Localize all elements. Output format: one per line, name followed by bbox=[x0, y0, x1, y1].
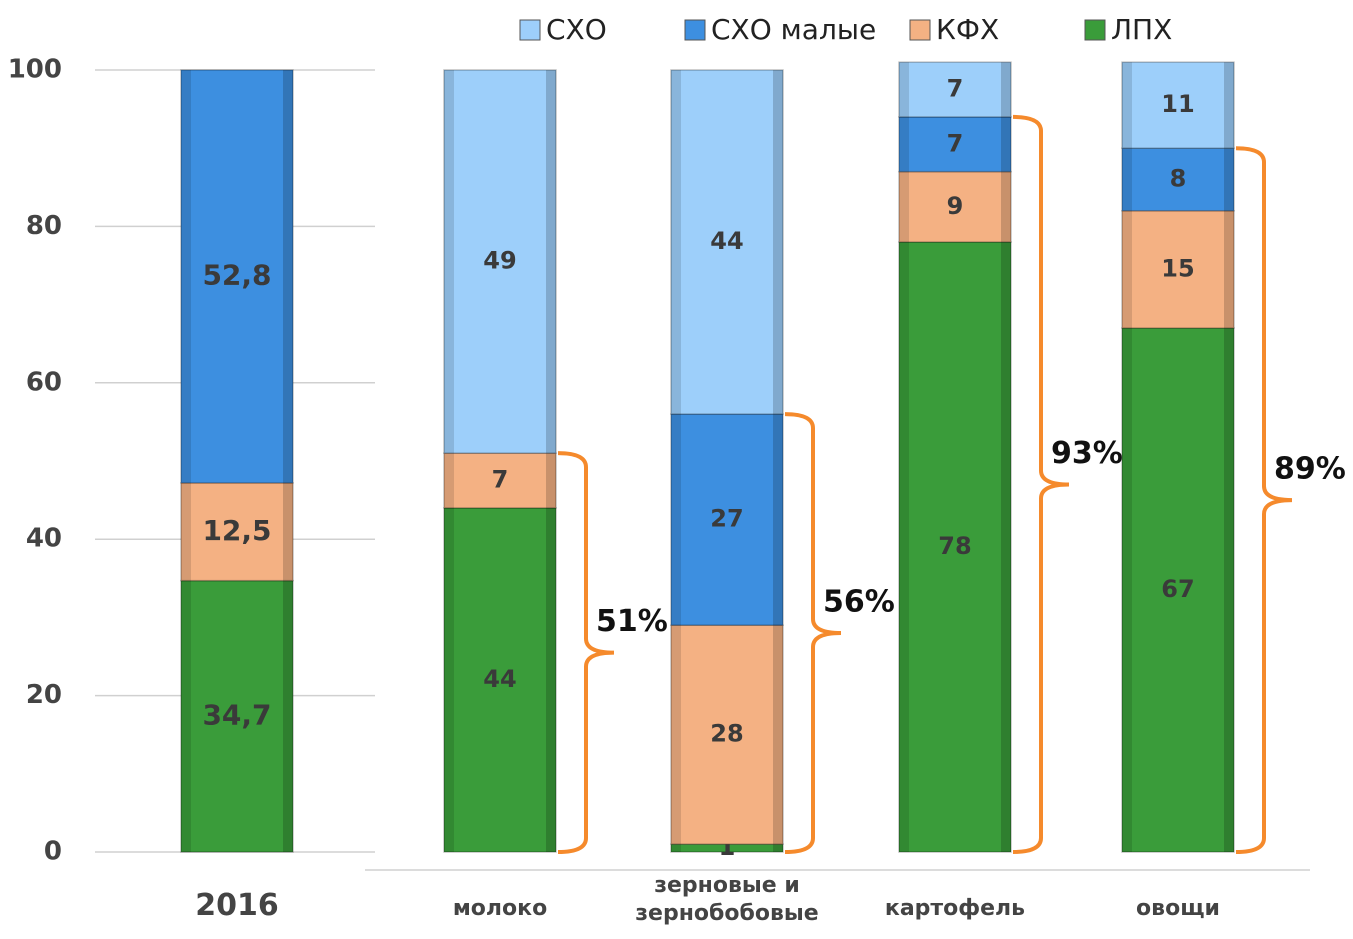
bar-shade bbox=[546, 453, 556, 508]
bracket bbox=[784, 412, 842, 854]
legend-swatch bbox=[684, 19, 706, 41]
bar-shade bbox=[1224, 328, 1234, 852]
annotation: 93% bbox=[1051, 436, 1123, 471]
bar-segment bbox=[898, 116, 1012, 173]
y-tick-label: 100 bbox=[8, 55, 62, 85]
x-tick-label: 2016 bbox=[195, 888, 279, 923]
bar-shade bbox=[181, 482, 191, 581]
bracket bbox=[1012, 114, 1070, 854]
bar-shade bbox=[1122, 62, 1132, 149]
data-label: 52,8 bbox=[202, 258, 271, 291]
data-label: 78 bbox=[938, 532, 971, 560]
data-label: 7 bbox=[947, 75, 964, 103]
bar-shade bbox=[1122, 148, 1132, 211]
legend-label: СХО bbox=[546, 13, 607, 46]
bar-shade bbox=[546, 70, 556, 454]
bar-shade bbox=[283, 482, 293, 581]
bar-shade bbox=[181, 580, 191, 852]
bar-segment bbox=[898, 61, 1012, 118]
bar-segment bbox=[898, 241, 1012, 853]
bar-shade bbox=[773, 414, 783, 626]
annotation: 56% bbox=[823, 585, 895, 620]
bar-shade bbox=[546, 507, 556, 852]
data-label: 12,5 bbox=[202, 514, 271, 547]
bar-shade bbox=[1224, 148, 1234, 211]
data-label: 15 bbox=[1161, 254, 1194, 282]
bar-shade bbox=[1001, 242, 1011, 853]
bar-shade bbox=[181, 70, 191, 483]
y-tick-label: 80 bbox=[26, 211, 62, 241]
bar-segment bbox=[180, 69, 294, 484]
y-tick-label: 40 bbox=[26, 524, 62, 554]
bar-shade bbox=[899, 62, 909, 117]
bar-segment bbox=[180, 482, 294, 582]
data-label: 44 bbox=[710, 227, 743, 255]
data-label: 28 bbox=[710, 720, 743, 748]
y-tick-label: 20 bbox=[26, 680, 62, 710]
x-tick-label: молоко bbox=[452, 896, 548, 921]
legend-swatch bbox=[1084, 19, 1106, 41]
legend-label: СХО малые bbox=[711, 13, 876, 46]
bar-segment bbox=[670, 413, 784, 626]
data-label: 49 bbox=[483, 247, 516, 275]
bar-shade bbox=[444, 70, 454, 454]
data-label: 67 bbox=[1161, 575, 1194, 603]
data-label: 11 bbox=[1161, 90, 1194, 118]
data-label: 44 bbox=[483, 665, 516, 693]
bar-segment bbox=[1121, 210, 1235, 329]
bar-shade bbox=[1122, 210, 1132, 329]
bar-shade bbox=[671, 625, 681, 845]
legend-label: КФХ bbox=[936, 13, 999, 46]
bar-segment bbox=[443, 452, 557, 509]
legend-swatch bbox=[909, 19, 931, 41]
annotation: 51% bbox=[596, 604, 668, 639]
bar-shade bbox=[283, 70, 293, 483]
bar-segment bbox=[670, 624, 784, 845]
bar-shade bbox=[1122, 328, 1132, 852]
y-tick-label: 60 bbox=[26, 367, 62, 397]
x-tick-label: зерновые и зернобобовые bbox=[635, 873, 819, 926]
data-label: 27 bbox=[710, 505, 743, 533]
bar-shade bbox=[773, 625, 783, 845]
bar-shade bbox=[1001, 171, 1011, 243]
data-label: 34,7 bbox=[202, 698, 271, 731]
bar-shade bbox=[444, 453, 454, 508]
data-label: 7 bbox=[492, 466, 509, 494]
bar-shade bbox=[283, 580, 293, 852]
annotation: 89% bbox=[1274, 452, 1346, 487]
bar-shade bbox=[444, 507, 454, 852]
bar-segment bbox=[1121, 61, 1235, 149]
bracket bbox=[557, 451, 615, 854]
data-label: 7 bbox=[947, 129, 964, 157]
bar-shade bbox=[1001, 116, 1011, 172]
data-label: 9 bbox=[947, 192, 964, 220]
bar-shade bbox=[773, 844, 783, 852]
bar-segment bbox=[180, 579, 294, 853]
bar-shade bbox=[1224, 210, 1234, 329]
bar-segment bbox=[443, 69, 557, 454]
y-tick-label: 0 bbox=[44, 837, 62, 867]
bar-segment bbox=[1121, 327, 1235, 853]
bracket bbox=[1235, 146, 1293, 854]
bar-shade bbox=[671, 70, 681, 415]
bar-shade bbox=[899, 171, 909, 243]
legend-label: ЛПХ bbox=[1111, 13, 1172, 46]
bar-shade bbox=[671, 844, 681, 852]
bar-shade bbox=[1224, 62, 1234, 149]
x-tick-label: овощи bbox=[1136, 896, 1220, 921]
bar-shade bbox=[671, 414, 681, 626]
x-tick-label: картофель bbox=[884, 896, 1026, 921]
legend-swatch bbox=[519, 19, 541, 41]
bar-shade bbox=[1001, 62, 1011, 117]
bar-shade bbox=[899, 116, 909, 172]
bar-segment bbox=[1121, 147, 1235, 212]
bar-shade bbox=[773, 70, 783, 415]
bar-segment bbox=[443, 507, 557, 853]
bar-segment bbox=[670, 69, 784, 415]
bar-shade bbox=[899, 242, 909, 853]
bar-segment bbox=[898, 170, 1012, 243]
data-label: 8 bbox=[1170, 164, 1187, 192]
